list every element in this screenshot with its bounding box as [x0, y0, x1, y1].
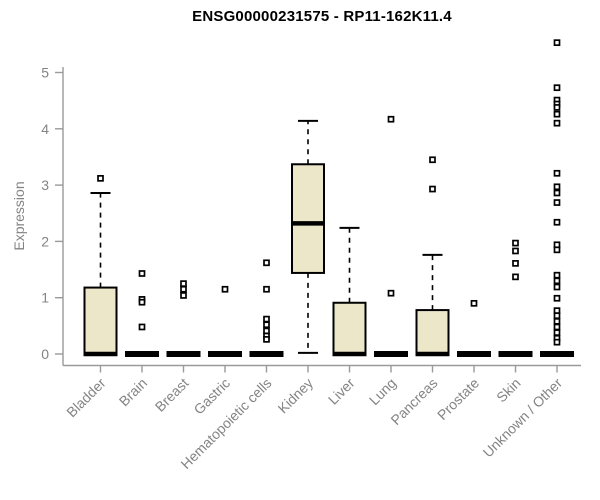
- outlier-point: [387, 115, 395, 123]
- iqr-box: [332, 301, 367, 355]
- outlier-point: [512, 247, 519, 255]
- outlier-point: [97, 174, 104, 182]
- boxplot-group-bladder: [83, 174, 118, 357]
- y-tick-label-1: 1: [41, 290, 49, 306]
- outlier-point: [263, 259, 270, 267]
- outlier-point: [263, 315, 270, 323]
- outlier-point: [553, 84, 561, 92]
- outlier-point: [553, 271, 561, 279]
- outlier-point: [512, 260, 519, 267]
- boxplot-group-kidney: [291, 119, 325, 354]
- outlier-point: [512, 239, 519, 247]
- outlier-point: [553, 317, 561, 325]
- outlier-point: [138, 323, 146, 331]
- x-tick-label-unknown-other: Unknown / Other: [480, 375, 566, 461]
- outlier-point: [387, 289, 395, 297]
- outlier-point: [429, 156, 436, 164]
- boxplot-group-brain: [125, 270, 159, 357]
- outlier-point: [553, 246, 561, 254]
- outlier-point: [553, 218, 561, 226]
- x-tick-label-kidney: Kidney: [275, 375, 317, 417]
- outlier-point: [553, 312, 561, 320]
- boxplot-group-breast: [166, 280, 201, 357]
- x-tick-label-liver: Liver: [325, 375, 358, 408]
- outlier-point: [553, 199, 561, 206]
- outlier-point: [553, 189, 561, 197]
- outlier-point: [263, 285, 270, 293]
- boxplot-group-prostate: [457, 299, 491, 357]
- boxplot-group-hematopoietic-cells: [249, 259, 284, 357]
- outlier-point: [138, 270, 146, 277]
- iqr-box: [83, 286, 118, 356]
- outlier-point: [512, 273, 519, 281]
- outlier-point: [553, 294, 561, 302]
- outlier-point: [553, 104, 561, 111]
- boxplot-group-gastric: [208, 285, 242, 357]
- boxplot-group-liver: [332, 226, 367, 357]
- boxplot-group-lung: [374, 115, 408, 357]
- outlier-point: [553, 338, 561, 346]
- x-tick-label-breast: Breast: [152, 375, 192, 415]
- outlier-point: [263, 321, 270, 329]
- y-tick-label-0: 0: [41, 346, 49, 362]
- iqr-box: [415, 309, 450, 355]
- y-tick-label-4: 4: [41, 121, 49, 137]
- outlier-point: [470, 299, 478, 307]
- boxplot-group-pancreas: [415, 156, 450, 357]
- outlier-point: [553, 277, 561, 285]
- outlier-point: [180, 285, 187, 293]
- x-tick-label-brain: Brain: [116, 375, 150, 409]
- y-tick-label-2: 2: [41, 233, 49, 249]
- x-tick-label-bladder: Bladder: [63, 375, 109, 421]
- outlier-point: [553, 169, 561, 177]
- outlier-point: [221, 285, 229, 293]
- outlier-point: [553, 110, 561, 118]
- x-tick-label-lung: Lung: [366, 375, 399, 408]
- iqr-box: [291, 163, 325, 274]
- outlier-point: [180, 292, 187, 299]
- outlier-point: [553, 183, 561, 191]
- outlier-point: [553, 323, 561, 331]
- outlier-point: [180, 280, 187, 287]
- x-tick-label-skin: Skin: [493, 375, 524, 406]
- outlier-point: [263, 336, 270, 343]
- outlier-point: [429, 185, 436, 193]
- boxplot-group-unknown-other: [540, 39, 574, 357]
- outlier-point: [553, 329, 561, 336]
- boxplot-group-skin: [498, 239, 533, 357]
- outlier-point: [138, 298, 146, 306]
- outlier-point: [553, 39, 561, 47]
- y-tick-label-3: 3: [41, 177, 49, 193]
- outlier-point: [553, 119, 561, 127]
- y-tick-label-5: 5: [41, 65, 49, 81]
- outlier-point: [553, 283, 561, 291]
- x-tick-label-prostate: Prostate: [434, 375, 482, 423]
- y-axis-label: Expression: [11, 181, 27, 251]
- chart-title: ENSG00000231575 - RP11-162K11.4: [192, 8, 452, 25]
